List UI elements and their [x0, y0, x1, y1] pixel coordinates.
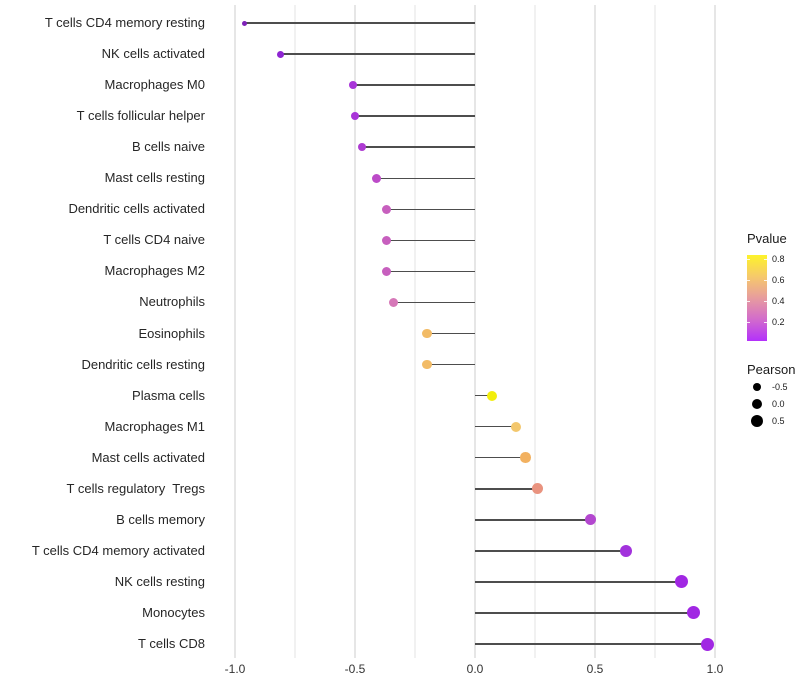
- x-axis-tick-label: 0.0: [466, 662, 484, 676]
- y-axis-label: Monocytes: [142, 604, 205, 620]
- colorbar-tick: [764, 321, 767, 323]
- lollipop-dot: [531, 483, 543, 495]
- y-axis-label: Dendritic cells activated: [68, 201, 205, 217]
- pvalue-legend-title: Pvalue: [747, 231, 787, 246]
- colorbar-tick: [747, 280, 750, 282]
- y-axis-label: Neutrophils: [139, 294, 205, 310]
- pvalue-tick-label: 0.4: [772, 296, 785, 306]
- lollipop-stem: [386, 239, 475, 242]
- lollipop-dot: [348, 81, 357, 90]
- lollipop-dot: [422, 359, 432, 370]
- gridline-major: [714, 5, 716, 658]
- pearson-size-label: 0.0: [772, 399, 785, 409]
- x-axis-tick-label: -0.5: [344, 662, 366, 676]
- lollipop-dot: [388, 297, 398, 307]
- x-axis-tick-label: -1.0: [224, 662, 246, 676]
- lollipop-dot: [686, 606, 700, 620]
- y-axis-label: Eosinophils: [138, 325, 206, 341]
- lollipop-stem: [280, 53, 475, 55]
- y-axis-label: T cells CD4 naive: [103, 232, 205, 248]
- y-axis-label: T cells regulatory Tregs: [66, 480, 205, 496]
- lollipop-stem: [475, 550, 627, 552]
- y-axis-label: T cells CD4 memory activated: [31, 542, 205, 558]
- lollipop-stem: [386, 208, 475, 211]
- x-axis-tick-label: 1.0: [706, 662, 724, 676]
- lollipop-dot: [277, 50, 285, 58]
- y-axis-label: Dendritic cells resting: [81, 356, 205, 372]
- y-axis-label: Plasma cells: [132, 387, 205, 403]
- colorbar-tick: [747, 259, 750, 261]
- lollipop-stem: [475, 394, 492, 397]
- y-axis-label: Mast cells resting: [104, 170, 205, 186]
- lollipop-dot: [372, 173, 382, 183]
- gridline-minor: [534, 5, 536, 658]
- lollipop-dot: [701, 637, 715, 651]
- lollipop-dot: [351, 112, 359, 121]
- lollipop-dot: [242, 20, 248, 26]
- gridline-major: [354, 5, 356, 658]
- y-axis-label: T cells follicular helper: [76, 108, 205, 124]
- lollipop-stem: [352, 84, 475, 86]
- colorbar-tick: [764, 301, 767, 302]
- pearson-size-label: 0.5: [772, 416, 785, 426]
- lollipop-stem: [475, 612, 694, 614]
- lollipop-stem: [393, 301, 475, 304]
- x-axis-tick-label: 0.5: [586, 662, 604, 676]
- lollipop-stem: [475, 456, 526, 459]
- lollipop-stem: [427, 363, 475, 366]
- lollipop-dot: [422, 328, 432, 339]
- lollipop-dot: [520, 452, 531, 463]
- colorbar-tick: [764, 259, 767, 261]
- lollipop-dot: [674, 575, 688, 589]
- lollipop-stem: [355, 115, 475, 117]
- lollipop-dot: [584, 514, 596, 526]
- colorbar-tick: [764, 280, 767, 282]
- colorbar-tick: [747, 321, 750, 323]
- colorbar-tick: [747, 301, 750, 302]
- lollipop-dot: [486, 390, 497, 401]
- y-axis-label: B cells naive: [132, 139, 205, 155]
- lollipop-dot: [381, 235, 391, 245]
- lollipop-dot: [358, 143, 367, 152]
- lollipop-stem: [475, 581, 682, 583]
- pvalue-tick-label: 0.8: [772, 254, 785, 265]
- y-axis-label: NK cells activated: [101, 46, 205, 62]
- y-axis-label: T cells CD4 memory resting: [44, 15, 205, 30]
- gridline-major: [234, 5, 236, 658]
- y-axis-label: Mast cells activated: [91, 449, 205, 465]
- lollipop-stem: [475, 488, 538, 490]
- pearson-legend-title: Pearson: [747, 362, 796, 377]
- y-axis-label: T cells CD8: [138, 636, 205, 651]
- pearson-size-dot: [753, 383, 761, 391]
- lollipop-dot: [620, 544, 633, 557]
- pvalue-colorbar: [747, 255, 767, 341]
- lollipop-stem: [475, 643, 708, 645]
- y-axis-label: Macrophages M2: [104, 263, 205, 279]
- lollipop-stem: [427, 332, 475, 335]
- gridline-minor: [294, 5, 296, 658]
- lollipop-stem: [376, 177, 475, 179]
- y-axis-label: Macrophages M1: [104, 418, 205, 434]
- gridline-minor: [654, 5, 656, 658]
- y-axis-label: NK cells resting: [114, 573, 205, 589]
- lollipop-stem: [362, 146, 475, 148]
- pearson-size-dot: [751, 415, 763, 427]
- pvalue-tick-label: 0.6: [772, 275, 785, 286]
- lollipop-stem: [244, 22, 475, 24]
- y-axis-label: B cells memory: [116, 511, 205, 527]
- gridline-major: [594, 5, 596, 658]
- lollipop-stem: [475, 519, 591, 521]
- pvalue-tick-label: 0.2: [772, 316, 785, 327]
- lollipop-dot: [510, 421, 521, 432]
- pearson-size-dot: [752, 399, 762, 409]
- lollipop-stem: [475, 425, 516, 428]
- lollipop-dot: [381, 204, 391, 214]
- lollipop-stem: [386, 270, 475, 273]
- gridline-minor: [414, 5, 416, 658]
- y-axis-label: Macrophages M0: [104, 77, 205, 93]
- lollipop-dot: [381, 266, 391, 276]
- pearson-size-label: -0.5: [772, 382, 788, 392]
- gridline-major: [474, 5, 476, 658]
